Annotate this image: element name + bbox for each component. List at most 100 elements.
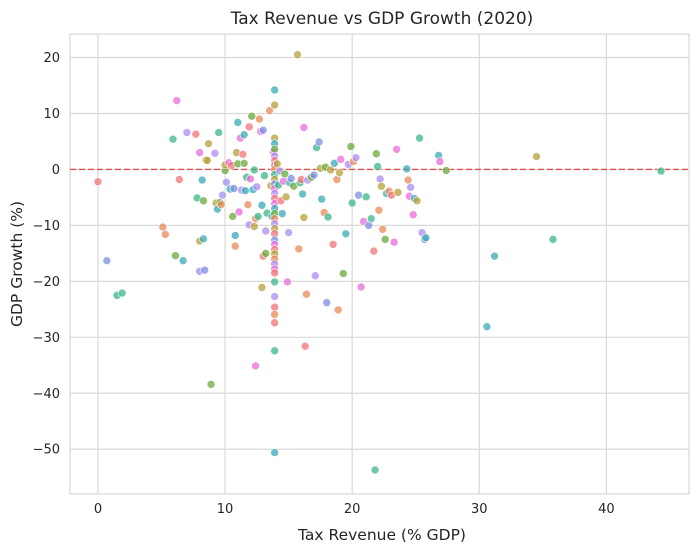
data-point-122 <box>280 169 290 179</box>
data-point-51 <box>241 186 250 195</box>
x-tick-label: 30 <box>471 502 488 517</box>
data-point-141 <box>311 271 320 281</box>
data-point-202 <box>548 235 558 244</box>
data-point-163 <box>351 153 361 162</box>
x-tick-label: 0 <box>94 502 102 517</box>
data-point-199 <box>482 322 492 331</box>
data-point-182 <box>389 237 399 247</box>
data-point-184 <box>393 188 403 197</box>
data-point-17 <box>197 175 207 185</box>
chart-title: Tax Revenue vs GDP Growth (2020) <box>230 9 534 29</box>
data-point-20 <box>200 265 210 275</box>
y-tick-label: 10 <box>43 107 60 122</box>
data-point-198 <box>441 166 451 175</box>
data-point-155 <box>335 168 344 178</box>
y-tick-label: −50 <box>33 443 60 458</box>
data-point-61 <box>251 361 260 371</box>
data-point-73 <box>261 249 271 258</box>
data-point-108 <box>270 268 279 278</box>
data-point-40 <box>230 231 240 240</box>
data-point-0 <box>93 177 103 187</box>
data-point-1 <box>102 256 112 265</box>
data-point-172 <box>372 149 381 159</box>
data-point-60 <box>250 222 259 231</box>
x-tick-label: 10 <box>217 502 234 517</box>
data-point-22 <box>202 156 212 165</box>
data-point-170 <box>369 246 379 256</box>
data-point-31 <box>218 190 227 200</box>
y-tick-label: −10 <box>33 219 60 234</box>
plot-area <box>69 33 690 495</box>
data-point-72 <box>261 226 271 236</box>
data-point-157 <box>338 269 348 278</box>
data-point-43 <box>233 118 243 127</box>
x-axis-label: Tax Revenue (% GDP) <box>297 526 466 544</box>
data-point-28 <box>214 128 224 137</box>
data-point-75 <box>265 106 274 115</box>
y-tick-label: 0 <box>52 163 60 178</box>
data-point-111 <box>270 302 279 312</box>
data-point-53 <box>243 200 253 209</box>
data-point-68 <box>257 200 267 210</box>
data-point-123 <box>281 192 291 202</box>
data-point-167 <box>361 192 371 202</box>
data-point-150 <box>326 165 335 175</box>
data-point-148 <box>322 298 332 307</box>
data-point-135 <box>299 213 309 222</box>
data-point-79 <box>270 85 279 95</box>
data-point-114 <box>270 346 279 356</box>
data-point-110 <box>270 292 279 301</box>
data-point-189 <box>408 210 418 220</box>
x-tick-label: 20 <box>344 502 361 517</box>
data-point-143 <box>314 137 324 147</box>
data-point-112 <box>270 310 279 319</box>
data-point-57 <box>247 111 257 121</box>
data-point-133 <box>298 189 307 199</box>
data-point-188 <box>406 183 415 192</box>
data-point-134 <box>299 123 309 132</box>
data-point-39 <box>229 184 239 193</box>
data-point-195 <box>421 233 431 242</box>
data-point-12 <box>191 129 201 139</box>
data-point-197 <box>435 157 445 166</box>
y-tick-label: 20 <box>43 51 60 66</box>
data-point-174 <box>374 205 384 215</box>
data-point-65 <box>255 114 264 124</box>
data-point-116 <box>272 159 282 169</box>
data-point-30 <box>216 200 226 209</box>
data-point-23 <box>204 139 213 148</box>
data-point-160 <box>346 142 356 151</box>
data-point-149 <box>323 212 333 222</box>
data-point-175 <box>375 174 385 184</box>
data-point-158 <box>341 229 351 239</box>
data-point-56 <box>246 174 255 184</box>
data-point-145 <box>317 194 326 204</box>
data-point-185 <box>402 164 412 174</box>
data-point-124 <box>283 277 292 287</box>
data-point-6 <box>168 134 178 144</box>
data-point-203 <box>656 166 666 176</box>
data-point-67 <box>257 283 267 292</box>
data-point-19 <box>199 234 208 244</box>
data-point-7 <box>171 251 180 260</box>
data-point-45 <box>234 207 244 217</box>
data-point-120 <box>277 209 287 218</box>
data-point-25 <box>210 148 220 158</box>
data-point-49 <box>239 130 249 140</box>
data-point-63 <box>252 182 262 192</box>
data-point-169 <box>366 214 376 223</box>
data-point-71 <box>260 171 269 180</box>
data-point-109 <box>270 277 279 287</box>
data-point-41 <box>230 241 240 251</box>
data-point-24 <box>206 380 216 389</box>
data-point-151 <box>328 240 338 249</box>
tick-labels: 0 10 20 30 40 20 10 0 −10 −20 −30 −40 −50 <box>33 51 615 517</box>
data-point-136 <box>300 341 310 351</box>
data-point-127 <box>286 174 296 183</box>
data-point-130 <box>294 244 304 254</box>
data-point-164 <box>354 190 363 200</box>
data-point-69 <box>258 125 268 135</box>
data-point-3 <box>117 288 127 298</box>
data-point-154 <box>333 305 343 315</box>
